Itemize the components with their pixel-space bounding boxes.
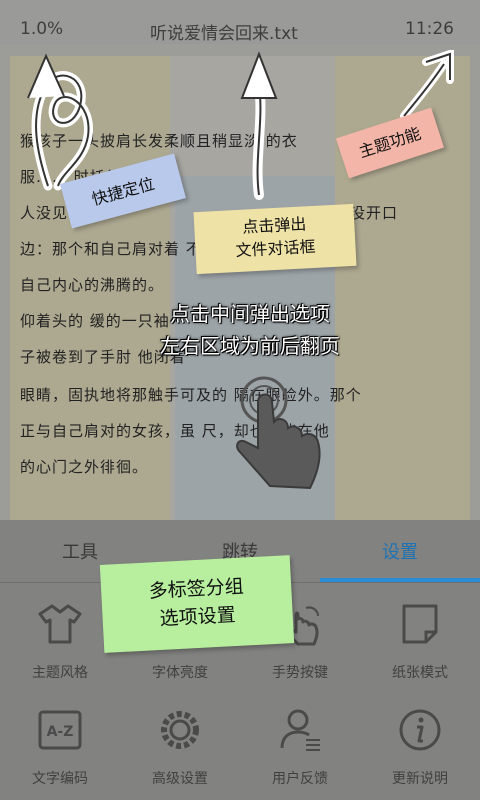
encoding-icon-text: A-Z bbox=[47, 724, 74, 740]
tab-group-tip: 多标签分组 选项设置 bbox=[99, 555, 295, 653]
theme-style-button[interactable]: 主题风格 bbox=[0, 590, 120, 690]
text-line: 正与自己肩对的女孩，虽 尺，却也只能在他 bbox=[20, 422, 330, 440]
update-notes-button[interactable]: 更新说明 bbox=[360, 696, 480, 796]
gesture-keys-label: 手势按键 bbox=[272, 665, 328, 681]
file-dialog-tip: 点击弹出 文件对话框 bbox=[193, 203, 357, 275]
advanced-settings-button[interactable]: 高级设置 bbox=[120, 696, 240, 796]
text-encoding-label: 文字编码 bbox=[32, 771, 88, 787]
text-line: 的心门之外徘徊。 bbox=[20, 458, 149, 476]
status-bar: 1.0% 听说爱情会回来.txt 11:26 bbox=[0, 0, 480, 44]
paper-mode-button[interactable]: 纸张模式 bbox=[360, 590, 480, 690]
info-icon bbox=[399, 709, 441, 751]
theme-style-label: 主题风格 bbox=[32, 665, 88, 681]
file-title: 听说爱情会回来.txt bbox=[150, 24, 298, 44]
text-encoding-button[interactable]: A-Z 文字编码 bbox=[0, 696, 120, 796]
settings-grid: 主题风格 字体亮度 手势按键 纸张模式 bbox=[0, 590, 480, 800]
text-line: 边：那个和自己肩对着 不懂得 bbox=[20, 240, 234, 258]
reading-progress: 1.0% bbox=[20, 19, 64, 39]
advanced-settings-label: 高级设置 bbox=[152, 771, 208, 787]
encoding-icon: A-Z bbox=[38, 710, 82, 750]
paper-mode-label: 纸张模式 bbox=[392, 665, 448, 681]
tap-hand-icon bbox=[236, 376, 321, 490]
paper-icon bbox=[402, 604, 438, 644]
active-tab-indicator bbox=[320, 578, 480, 582]
user-feedback-icon bbox=[280, 709, 320, 751]
tab-tools[interactable]: 工具 bbox=[62, 542, 98, 563]
theme-arrow-icon bbox=[400, 50, 454, 120]
update-notes-label: 更新说明 bbox=[392, 771, 448, 787]
gear-icon bbox=[161, 711, 199, 749]
user-feedback-button[interactable]: 用户反馈 bbox=[240, 696, 360, 796]
quick-locate-arrow-icon bbox=[27, 53, 93, 191]
text-line: 自己内心的沸腾的。 bbox=[20, 276, 165, 294]
center-hint-line2: 左右区域为前后翻页 bbox=[160, 334, 340, 358]
center-tap-hint: 点击中间弹出选项 左右区域为前后翻页 bbox=[110, 298, 390, 362]
text-line: 没开口 bbox=[350, 204, 399, 222]
clock: 11:26 bbox=[405, 19, 454, 39]
file-dialog-arrow-icon bbox=[240, 51, 278, 200]
text-line: 子被卷到了手肘 他闭着 bbox=[20, 348, 186, 366]
text-line: 仰着头的 缓的一只袖 bbox=[20, 312, 170, 330]
font-brightness-label: 字体亮度 bbox=[152, 665, 208, 681]
user-feedback-label: 用户反馈 bbox=[272, 771, 328, 787]
shirt-icon bbox=[38, 604, 82, 644]
center-hint-line1: 点击中间弹出选项 bbox=[170, 302, 330, 326]
tab-settings[interactable]: 设置 bbox=[382, 542, 418, 563]
